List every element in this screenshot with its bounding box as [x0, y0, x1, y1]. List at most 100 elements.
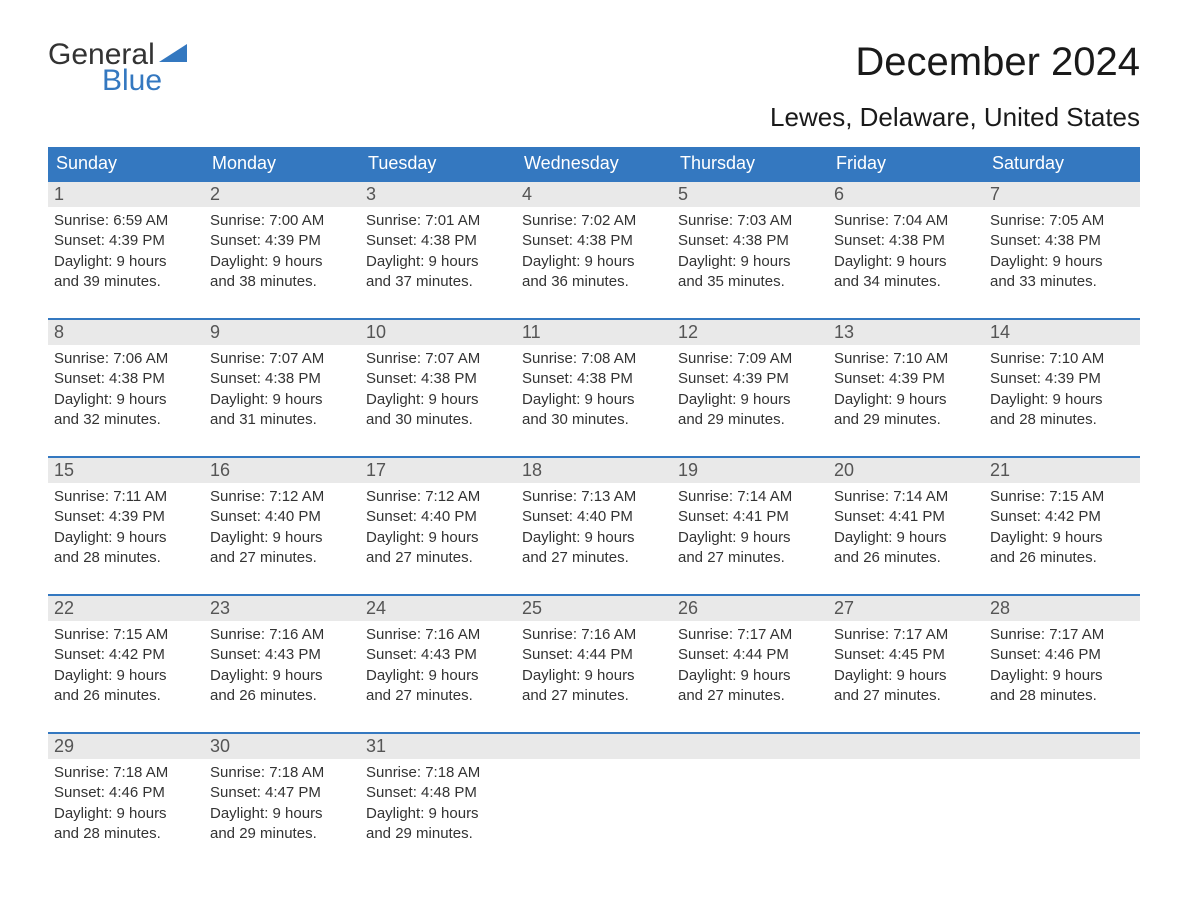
day-day2: and 26 minutes. — [210, 686, 354, 706]
day-day2: and 28 minutes. — [990, 410, 1134, 430]
day-day2: and 28 minutes. — [990, 686, 1134, 706]
day-sunset: Sunset: 4:38 PM — [366, 369, 510, 389]
dow-friday: Friday — [828, 147, 984, 180]
day-number — [828, 734, 984, 759]
day-body: Sunrise: 7:14 AMSunset: 4:41 PMDaylight:… — [672, 483, 828, 576]
dow-wednesday: Wednesday — [516, 147, 672, 180]
day-sunset: Sunset: 4:38 PM — [522, 369, 666, 389]
day-sunrise: Sunrise: 7:00 AM — [210, 211, 354, 231]
day-cell: 27Sunrise: 7:17 AMSunset: 4:45 PMDayligh… — [828, 596, 984, 714]
day-sunset: Sunset: 4:46 PM — [54, 783, 198, 803]
header: General Blue December 2024 — [48, 40, 1140, 96]
day-sunrise: Sunrise: 7:16 AM — [522, 625, 666, 645]
day-day1: Daylight: 9 hours — [366, 804, 510, 824]
day-cell: 13Sunrise: 7:10 AMSunset: 4:39 PMDayligh… — [828, 320, 984, 438]
day-day1: Daylight: 9 hours — [678, 252, 822, 272]
day-cell: 26Sunrise: 7:17 AMSunset: 4:44 PMDayligh… — [672, 596, 828, 714]
day-sunset: Sunset: 4:38 PM — [990, 231, 1134, 251]
day-day1: Daylight: 9 hours — [210, 390, 354, 410]
day-number: 13 — [828, 320, 984, 345]
day-sunrise: Sunrise: 7:02 AM — [522, 211, 666, 231]
day-cell: 25Sunrise: 7:16 AMSunset: 4:44 PMDayligh… — [516, 596, 672, 714]
day-cell: 29Sunrise: 7:18 AMSunset: 4:46 PMDayligh… — [48, 734, 204, 852]
day-body: Sunrise: 7:10 AMSunset: 4:39 PMDaylight:… — [828, 345, 984, 438]
day-sunset: Sunset: 4:42 PM — [990, 507, 1134, 527]
day-sunrise: Sunrise: 7:16 AM — [366, 625, 510, 645]
day-day1: Daylight: 9 hours — [522, 528, 666, 548]
day-sunrise: Sunrise: 7:08 AM — [522, 349, 666, 369]
day-body: Sunrise: 7:02 AMSunset: 4:38 PMDaylight:… — [516, 207, 672, 300]
day-body: Sunrise: 7:16 AMSunset: 4:43 PMDaylight:… — [204, 621, 360, 714]
week-row: 8Sunrise: 7:06 AMSunset: 4:38 PMDaylight… — [48, 318, 1140, 438]
day-day2: and 33 minutes. — [990, 272, 1134, 292]
day-cell: 12Sunrise: 7:09 AMSunset: 4:39 PMDayligh… — [672, 320, 828, 438]
day-day1: Daylight: 9 hours — [54, 804, 198, 824]
day-day1: Daylight: 9 hours — [54, 252, 198, 272]
day-day2: and 27 minutes. — [366, 548, 510, 568]
day-day2: and 26 minutes. — [834, 548, 978, 568]
day-sunrise: Sunrise: 7:07 AM — [210, 349, 354, 369]
day-sunset: Sunset: 4:46 PM — [990, 645, 1134, 665]
day-day1: Daylight: 9 hours — [834, 666, 978, 686]
day-day1: Daylight: 9 hours — [54, 528, 198, 548]
day-day2: and 30 minutes. — [522, 410, 666, 430]
day-sunset: Sunset: 4:38 PM — [366, 231, 510, 251]
day-sunrise: Sunrise: 7:15 AM — [54, 625, 198, 645]
day-sunset: Sunset: 4:44 PM — [522, 645, 666, 665]
day-number: 19 — [672, 458, 828, 483]
day-day2: and 31 minutes. — [210, 410, 354, 430]
day-day2: and 27 minutes. — [522, 686, 666, 706]
day-number: 18 — [516, 458, 672, 483]
day-day1: Daylight: 9 hours — [210, 528, 354, 548]
day-number: 3 — [360, 182, 516, 207]
day-cell: 2Sunrise: 7:00 AMSunset: 4:39 PMDaylight… — [204, 182, 360, 300]
day-number: 28 — [984, 596, 1140, 621]
day-sunset: Sunset: 4:38 PM — [678, 231, 822, 251]
day-sunrise: Sunrise: 6:59 AM — [54, 211, 198, 231]
page-title: December 2024 — [855, 40, 1140, 85]
dow-monday: Monday — [204, 147, 360, 180]
day-number: 24 — [360, 596, 516, 621]
day-number: 23 — [204, 596, 360, 621]
brand-line2: Blue — [48, 66, 187, 96]
day-sunrise: Sunrise: 7:09 AM — [678, 349, 822, 369]
day-day2: and 36 minutes. — [522, 272, 666, 292]
day-number: 4 — [516, 182, 672, 207]
day-cell: 8Sunrise: 7:06 AMSunset: 4:38 PMDaylight… — [48, 320, 204, 438]
day-sunset: Sunset: 4:42 PM — [54, 645, 198, 665]
day-day2: and 32 minutes. — [54, 410, 198, 430]
day-day2: and 26 minutes. — [990, 548, 1134, 568]
day-body: Sunrise: 7:12 AMSunset: 4:40 PMDaylight:… — [360, 483, 516, 576]
location-subtitle: Lewes, Delaware, United States — [48, 102, 1140, 133]
day-day1: Daylight: 9 hours — [990, 390, 1134, 410]
day-sunset: Sunset: 4:39 PM — [210, 231, 354, 251]
day-cell: 19Sunrise: 7:14 AMSunset: 4:41 PMDayligh… — [672, 458, 828, 576]
day-sunrise: Sunrise: 7:11 AM — [54, 487, 198, 507]
day-cell: 17Sunrise: 7:12 AMSunset: 4:40 PMDayligh… — [360, 458, 516, 576]
day-number: 16 — [204, 458, 360, 483]
day-day1: Daylight: 9 hours — [990, 666, 1134, 686]
day-cell: 24Sunrise: 7:16 AMSunset: 4:43 PMDayligh… — [360, 596, 516, 714]
day-sunset: Sunset: 4:38 PM — [834, 231, 978, 251]
day-sunrise: Sunrise: 7:03 AM — [678, 211, 822, 231]
day-sunrise: Sunrise: 7:17 AM — [678, 625, 822, 645]
week-row: 22Sunrise: 7:15 AMSunset: 4:42 PMDayligh… — [48, 594, 1140, 714]
day-cell: 31Sunrise: 7:18 AMSunset: 4:48 PMDayligh… — [360, 734, 516, 852]
day-day1: Daylight: 9 hours — [834, 528, 978, 548]
day-sunrise: Sunrise: 7:13 AM — [522, 487, 666, 507]
day-day1: Daylight: 9 hours — [834, 390, 978, 410]
day-cell: 3Sunrise: 7:01 AMSunset: 4:38 PMDaylight… — [360, 182, 516, 300]
day-body: Sunrise: 7:13 AMSunset: 4:40 PMDaylight:… — [516, 483, 672, 576]
day-number: 12 — [672, 320, 828, 345]
day-body: Sunrise: 7:14 AMSunset: 4:41 PMDaylight:… — [828, 483, 984, 576]
day-number: 7 — [984, 182, 1140, 207]
day-body: Sunrise: 6:59 AMSunset: 4:39 PMDaylight:… — [48, 207, 204, 300]
day-cell: 15Sunrise: 7:11 AMSunset: 4:39 PMDayligh… — [48, 458, 204, 576]
day-body: Sunrise: 7:07 AMSunset: 4:38 PMDaylight:… — [360, 345, 516, 438]
day-day1: Daylight: 9 hours — [54, 390, 198, 410]
day-sunrise: Sunrise: 7:07 AM — [366, 349, 510, 369]
day-day1: Daylight: 9 hours — [210, 666, 354, 686]
flag-icon — [159, 44, 187, 68]
day-cell — [984, 734, 1140, 852]
day-day2: and 29 minutes. — [210, 824, 354, 844]
